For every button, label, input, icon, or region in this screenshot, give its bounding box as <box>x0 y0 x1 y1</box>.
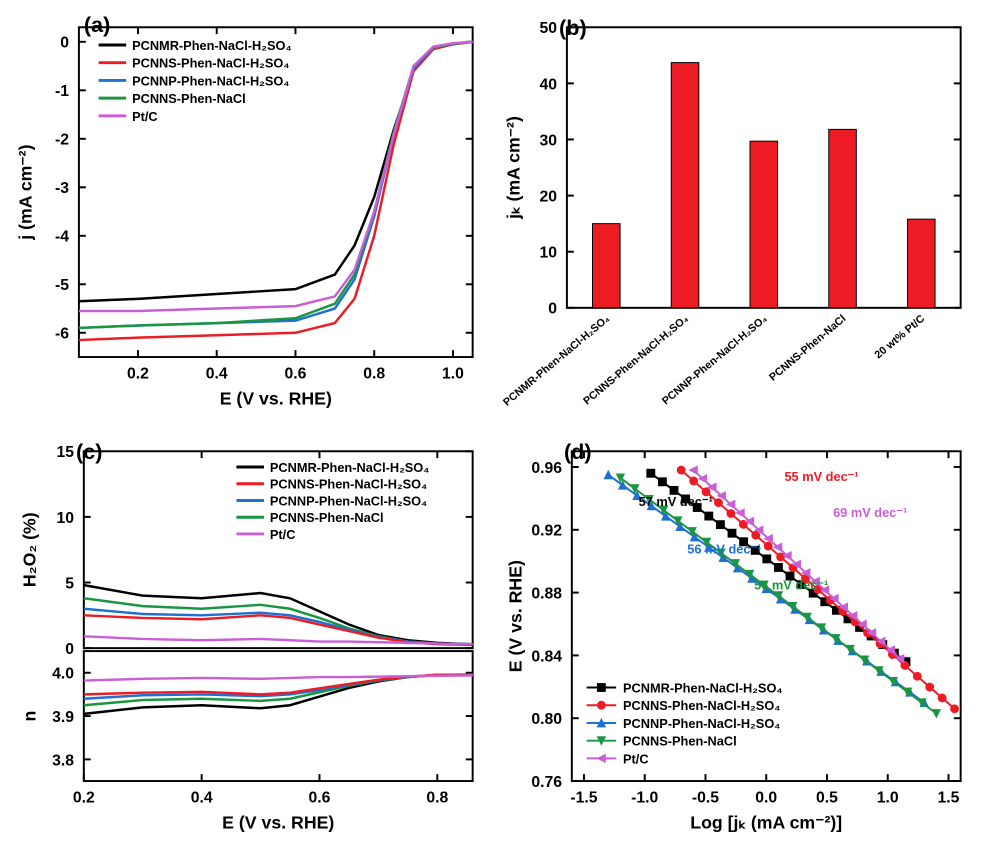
legend-item: PCNNP-Phen-NaCl-H₂SO₄ <box>270 493 427 508</box>
legend-item: PCNNS-Phen-NaCl <box>623 733 737 748</box>
panel-b: 01020304050jₖ (mA cm⁻²)(b)PCNMR-Phen-NaC… <box>498 10 971 419</box>
svg-text:0: 0 <box>60 35 69 52</box>
legend-item: PCNNS-Phen-NaCl-H₂SO₄ <box>270 476 427 491</box>
svg-text:0.8: 0.8 <box>426 789 448 806</box>
svg-text:0.92: 0.92 <box>531 522 562 539</box>
svg-text:0.2: 0.2 <box>127 366 149 383</box>
svg-text:-1: -1 <box>55 83 69 100</box>
svg-text:0.4: 0.4 <box>206 366 228 383</box>
legend-item: Pt/C <box>623 751 649 766</box>
slope-annotation: 56 mV dec⁻¹ <box>687 541 761 556</box>
bar <box>750 141 778 308</box>
svg-text:-1.0: -1.0 <box>631 789 658 806</box>
svg-text:15: 15 <box>56 444 74 461</box>
y-axis-label-bottom: n <box>20 710 40 721</box>
y-axis-label: E (V vs. RHE) <box>505 560 525 672</box>
legend-item: PCNNS-Phen-NaCl <box>132 91 246 106</box>
series-line <box>84 598 473 644</box>
slope-annotation: 55 mV dec⁻¹ <box>784 469 858 484</box>
slope-annotation: 57 mV dec⁻¹ <box>638 494 712 509</box>
svg-text:50: 50 <box>539 20 557 37</box>
y-axis-label: j (mA cm⁻²) <box>16 144 36 240</box>
svg-text:0.6: 0.6 <box>309 789 331 806</box>
bar-category: 20 wt% Pt/C <box>872 313 927 362</box>
svg-text:0.88: 0.88 <box>531 585 562 602</box>
svg-text:1.0: 1.0 <box>442 366 464 383</box>
svg-text:0.5: 0.5 <box>816 789 838 806</box>
svg-text:10: 10 <box>539 245 557 262</box>
panel-a: 0.2 0.4 0.6 0.8 1.0 -6 -5 -4 -3 -2 -1 0 E (V vs. RHE… <box>10 10 483 419</box>
svg-text:0.2: 0.2 <box>73 789 95 806</box>
svg-text:20: 20 <box>539 189 557 206</box>
svg-text:0.80: 0.80 <box>531 711 562 728</box>
bar <box>828 129 856 307</box>
svg-text:-4: -4 <box>55 229 69 246</box>
slope-annotation: 69 mV dec⁻¹ <box>833 505 907 520</box>
legend-item: Pt/C <box>270 526 296 541</box>
x-axis-label: Log [jₖ (mA cm⁻²)] <box>690 812 842 832</box>
panel-label: (c) <box>76 439 102 464</box>
svg-text:0.8: 0.8 <box>363 366 385 383</box>
bar <box>592 224 620 308</box>
panel-label: (b) <box>559 15 587 40</box>
x-axis-label: E (V vs. RHE) <box>222 812 334 832</box>
svg-text:3.8: 3.8 <box>52 752 74 769</box>
svg-text:-2: -2 <box>55 132 69 149</box>
svg-text:1.0: 1.0 <box>876 789 898 806</box>
panel-d: -1.5 -1.0 -0.5 0.0 0.5 1.0 1.5 0.76 0.80 0.84 0.88… <box>498 434 971 843</box>
svg-text:5: 5 <box>65 575 74 592</box>
legend-item: PCNNS-Phen-NaCl-H₂SO₄ <box>132 56 289 71</box>
figure-grid: 0.2 0.4 0.6 0.8 1.0 -6 -5 -4 -3 -2 -1 0 E (V vs. RHE… <box>10 10 970 840</box>
svg-text:0: 0 <box>65 641 74 658</box>
svg-text:-6: -6 <box>55 326 69 343</box>
y-axis-label-top: H₂O₂ (%) <box>20 512 40 587</box>
svg-text:0.96: 0.96 <box>531 459 562 476</box>
svg-text:3.9: 3.9 <box>52 709 74 726</box>
slope-annotation: 56 mV dec⁻¹ <box>754 577 828 592</box>
svg-text:-5: -5 <box>55 277 69 294</box>
svg-text:30: 30 <box>539 132 557 149</box>
svg-text:0.76: 0.76 <box>531 774 562 791</box>
legend-item: PCNNP-Phen-NaCl-H₂SO₄ <box>623 715 780 730</box>
svg-text:0.4: 0.4 <box>191 789 213 806</box>
y-axis-label: jₖ (mA cm⁻²) <box>503 116 523 220</box>
svg-text:-3: -3 <box>55 180 69 197</box>
svg-text:40: 40 <box>539 76 557 93</box>
svg-text:10: 10 <box>56 509 74 526</box>
legend-item: PCNNP-Phen-NaCl-H₂SO₄ <box>132 73 289 88</box>
series-line <box>84 675 473 680</box>
svg-text:4.0: 4.0 <box>52 665 74 682</box>
legend-item: PCNNS-Phen-NaCl <box>270 510 384 525</box>
bar-category: PCNNS-Phen-NaCl <box>767 313 848 384</box>
svg-text:-1.5: -1.5 <box>570 789 597 806</box>
x-axis-label: E (V vs. RHE) <box>220 388 332 408</box>
legend-item: PCNMR-Phen-NaCl-H₂SO₄ <box>623 680 782 695</box>
legend-item: Pt/C <box>132 109 158 124</box>
bar <box>671 63 699 308</box>
svg-text:-0.5: -0.5 <box>691 789 718 806</box>
legend-item: PCNMR-Phen-NaCl-H₂SO₄ <box>270 460 429 475</box>
svg-text:1.5: 1.5 <box>937 789 959 806</box>
svg-text:0.84: 0.84 <box>531 648 562 665</box>
panel-c: 0 5 10 15 3.8 3.9 4.0 0.2 0.4 0.6 0.8 E (V vs. RHE)… <box>10 434 483 843</box>
panel-label: (a) <box>84 12 110 37</box>
legend-item: PCNMR-Phen-NaCl-H₂SO₄ <box>132 38 291 53</box>
svg-text:0.6: 0.6 <box>285 366 307 383</box>
panel-label: (d) <box>563 439 591 464</box>
svg-text:0: 0 <box>548 301 557 318</box>
svg-text:0.0: 0.0 <box>755 789 777 806</box>
legend-item: PCNNS-Phen-NaCl-H₂SO₄ <box>623 698 780 713</box>
bar <box>907 219 935 308</box>
